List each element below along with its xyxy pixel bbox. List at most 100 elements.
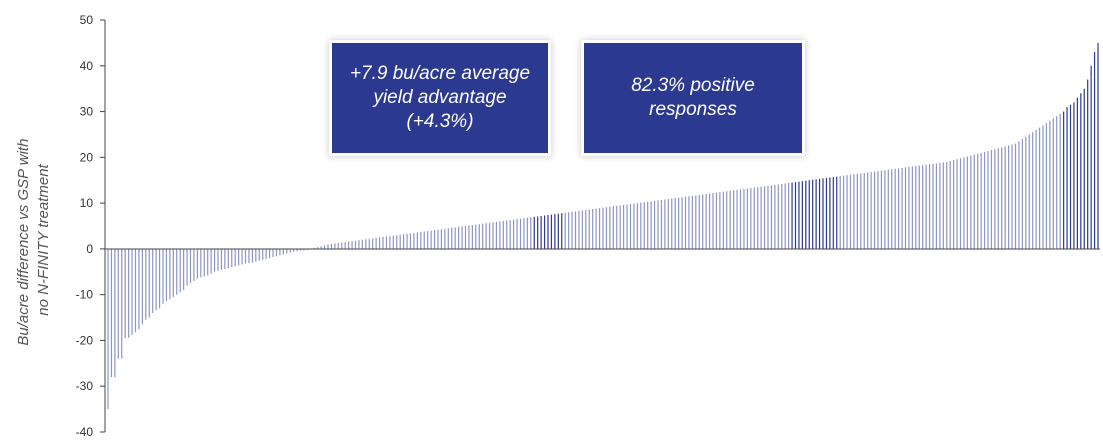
- bar: [396, 235, 398, 249]
- bar: [726, 191, 728, 249]
- highlight-bar: [1097, 42, 1099, 249]
- bar: [1032, 132, 1034, 249]
- bar: [928, 164, 931, 249]
- bar: [519, 218, 522, 249]
- bar: [719, 192, 721, 249]
- bar: [1008, 145, 1010, 249]
- bar: [788, 182, 790, 249]
- bar: [867, 172, 869, 249]
- bar: [702, 194, 704, 249]
- bar: [121, 248, 123, 359]
- bar: [375, 237, 377, 249]
- bar: [488, 222, 491, 249]
- bar: [351, 241, 353, 249]
- bar: [207, 248, 209, 276]
- bar: [293, 248, 295, 252]
- bar: [238, 248, 240, 266]
- bar: [908, 166, 910, 249]
- bar: [774, 184, 776, 249]
- bar: [963, 157, 965, 249]
- bar: [110, 248, 113, 378]
- y-tick-label: 50: [80, 13, 94, 27]
- bar: [265, 248, 267, 259]
- y-tick-label: 30: [80, 105, 94, 119]
- bar: [354, 240, 357, 249]
- bar: [454, 227, 456, 249]
- bar: [994, 149, 996, 249]
- highlight-bar: [829, 177, 831, 249]
- highlight-bar: [547, 215, 549, 249]
- bar: [681, 197, 683, 249]
- y-tick-label: 0: [86, 242, 93, 256]
- bar: [420, 231, 422, 249]
- bar: [475, 224, 477, 249]
- highlight-bar: [832, 177, 834, 249]
- bar: [513, 219, 515, 249]
- y-tick-label: -30: [76, 379, 94, 393]
- bar: [320, 246, 322, 249]
- bar: [348, 241, 350, 249]
- bar: [904, 167, 907, 249]
- bar: [478, 224, 480, 249]
- bar: [141, 248, 143, 325]
- bar: [224, 248, 226, 270]
- highlight-bar: [543, 215, 546, 249]
- bar: [176, 248, 178, 295]
- y-axis-label: Bu/acre difference vs GSP with no N-FINI…: [15, 134, 52, 345]
- bar: [241, 248, 243, 265]
- positive-responses-callout: 82.3% positive responses: [584, 43, 802, 153]
- bar: [268, 248, 271, 259]
- bar: [1028, 134, 1030, 249]
- highlight-bar: [798, 181, 800, 249]
- y-tick-label: -40: [76, 425, 94, 439]
- bar: [385, 236, 388, 249]
- bar: [980, 152, 982, 249]
- bar: [877, 171, 879, 249]
- bar: [337, 242, 339, 249]
- bar: [598, 208, 601, 249]
- bar: [657, 200, 659, 249]
- bar: [678, 197, 680, 249]
- bar: [248, 248, 250, 264]
- bar: [272, 248, 274, 258]
- bar: [966, 156, 968, 249]
- bar: [1052, 118, 1054, 249]
- bar: [891, 169, 893, 249]
- bar: [251, 248, 253, 263]
- bar: [423, 231, 425, 249]
- bar: [196, 248, 198, 279]
- bar: [409, 233, 412, 249]
- bar: [131, 248, 133, 335]
- bar: [743, 188, 745, 249]
- bar: [279, 248, 281, 256]
- bar: [925, 164, 927, 249]
- bar: [179, 248, 181, 293]
- highlight-bar: [1087, 79, 1089, 249]
- bar: [1049, 120, 1051, 249]
- positive-responses-callout-text: 82.3% positive responses: [631, 75, 755, 120]
- bar: [461, 226, 463, 249]
- bar: [492, 222, 494, 249]
- bar: [107, 248, 109, 410]
- bar: [605, 207, 608, 249]
- bar: [482, 223, 484, 249]
- bar: [853, 174, 855, 249]
- bar: [392, 235, 394, 249]
- highlight-bar: [836, 176, 838, 249]
- bar: [210, 248, 212, 274]
- bar: [468, 225, 470, 249]
- highlight-bar: [801, 181, 803, 249]
- bar: [1014, 143, 1017, 249]
- bar: [767, 185, 769, 249]
- bar: [712, 193, 714, 249]
- bar: [389, 236, 391, 249]
- bar: [296, 248, 298, 252]
- bar: [629, 204, 632, 249]
- bar: [901, 167, 903, 249]
- y-tick-label: 10: [80, 196, 94, 210]
- bar: [870, 171, 872, 249]
- bar: [1042, 125, 1044, 249]
- bar: [609, 206, 611, 249]
- bar: [183, 248, 185, 291]
